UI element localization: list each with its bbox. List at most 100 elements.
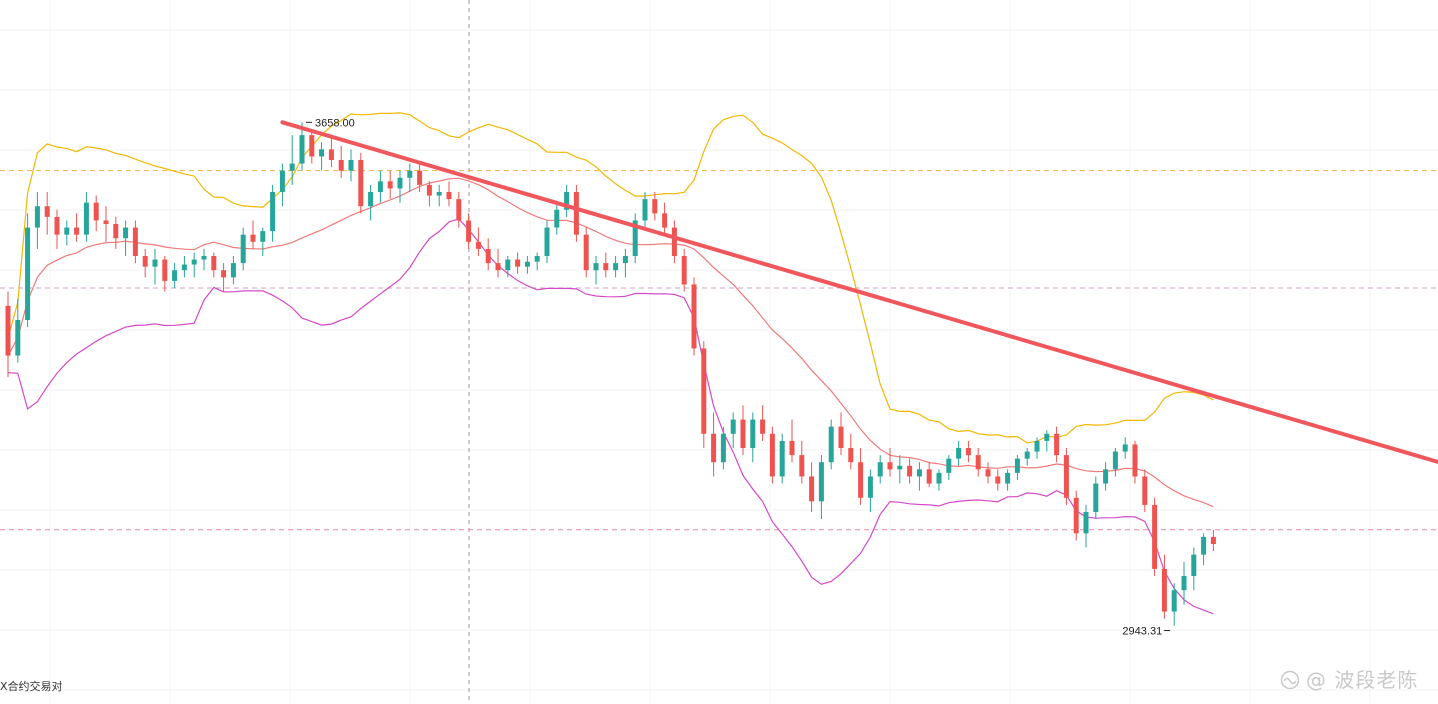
candle [642, 192, 648, 228]
candle-body [671, 227, 677, 256]
candle [564, 184, 570, 217]
candle-body [1142, 476, 1148, 505]
candle-body [916, 469, 922, 477]
candle [1083, 504, 1089, 548]
candle-body [1201, 536, 1207, 555]
candle [965, 440, 971, 463]
candle-body [642, 199, 648, 221]
candle-body [838, 426, 844, 448]
candle [1005, 469, 1011, 491]
candle [691, 277, 697, 356]
candle-body [1122, 444, 1128, 452]
candle-body [652, 199, 658, 214]
candle [152, 248, 158, 285]
candle-body [1034, 440, 1040, 452]
candle [485, 238, 491, 271]
candle [711, 412, 717, 477]
candle-body [172, 270, 178, 281]
candle-body [1181, 576, 1187, 591]
candle-body [1210, 536, 1216, 544]
candle [1201, 533, 1207, 566]
candle-body [377, 181, 383, 192]
candle-body [789, 440, 795, 456]
candle [593, 256, 599, 285]
candle-body [858, 462, 864, 498]
candle [995, 469, 1001, 491]
candle-body [299, 135, 305, 164]
candle-body [662, 213, 668, 228]
candle [809, 462, 815, 512]
candle-body [1112, 451, 1118, 470]
candle [456, 192, 462, 228]
candle-body [1024, 451, 1030, 459]
candle [348, 149, 354, 182]
candle-body [309, 135, 315, 157]
candle [671, 220, 677, 264]
candle-body [583, 234, 589, 271]
candle-body [956, 448, 962, 459]
trend-arrow [280, 120, 1438, 465]
candle [299, 122, 305, 171]
candle [1073, 490, 1079, 541]
candle-body [887, 462, 893, 470]
candle [956, 440, 962, 466]
candle-body [15, 320, 21, 356]
candle-body [426, 184, 432, 196]
candle [201, 248, 207, 271]
candle-body [289, 163, 295, 171]
candle [515, 252, 521, 274]
candle-body [995, 476, 1001, 484]
candle-body [524, 261, 530, 267]
candle-body [407, 170, 413, 178]
candle [652, 192, 658, 221]
candle [250, 220, 256, 249]
candle [162, 256, 168, 292]
price-marks: 3658.00 2943.31 [306, 117, 1171, 638]
candle [358, 152, 364, 214]
candle-body [681, 256, 687, 285]
candle-body [613, 263, 619, 271]
candle [613, 256, 619, 278]
candle [573, 184, 579, 242]
candle [211, 252, 217, 278]
candle-body [1054, 433, 1060, 456]
candle-body [348, 160, 354, 171]
candle [750, 412, 756, 463]
candle-body [221, 270, 227, 278]
candle-body [358, 160, 364, 207]
footer-pair-label: X合约交易对 [0, 680, 63, 693]
candle-body [740, 419, 746, 448]
candle [936, 469, 942, 491]
candle [769, 426, 775, 484]
candle-body [632, 220, 638, 256]
candle [260, 227, 266, 256]
candle-body [152, 259, 158, 267]
candle-body [711, 433, 717, 463]
candle [270, 184, 276, 242]
candle-body [44, 206, 50, 217]
candle-body [1073, 497, 1079, 534]
candle-body [936, 472, 942, 484]
candle [387, 170, 393, 200]
candle-body [64, 227, 70, 235]
candle-body [5, 305, 11, 356]
candle-body [799, 455, 805, 477]
bollinger-middle-line [7, 177, 1214, 508]
candle [524, 256, 530, 274]
candle [1210, 529, 1216, 552]
candle [368, 184, 374, 221]
candle [534, 252, 540, 271]
candle-body [495, 263, 501, 271]
candle [877, 455, 883, 484]
candle [730, 412, 736, 448]
candle-body [769, 433, 775, 477]
candle [44, 192, 50, 235]
candle-body [397, 177, 403, 189]
candle [858, 448, 864, 505]
candle-body [368, 192, 374, 207]
candle [975, 448, 981, 477]
candle-body [201, 256, 207, 260]
candle [1122, 437, 1128, 459]
candle-body [328, 149, 334, 160]
